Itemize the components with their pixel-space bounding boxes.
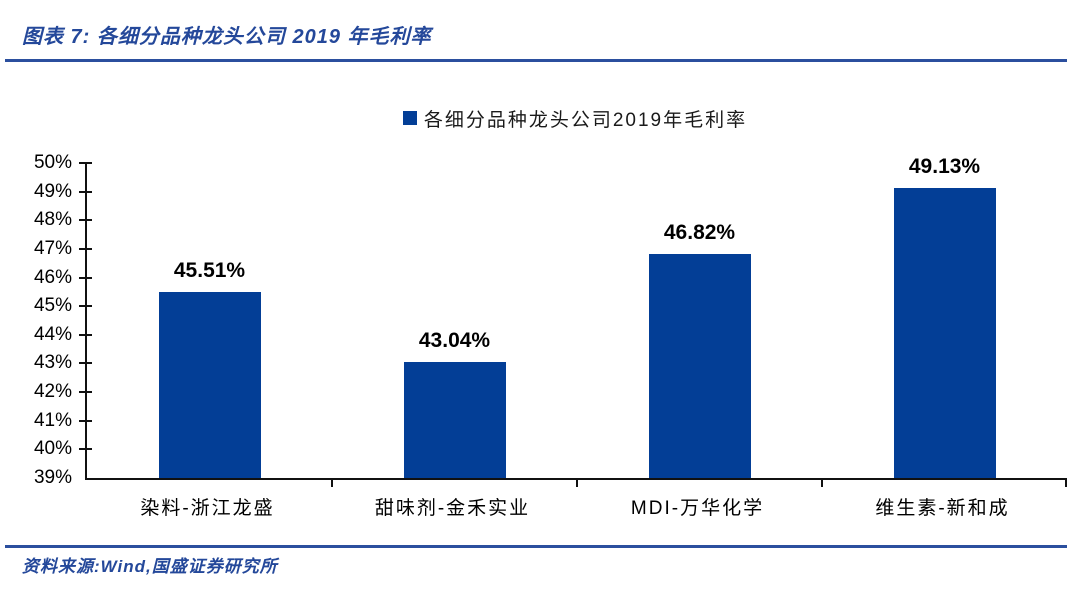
y-tick-label: 44% [33, 323, 72, 345]
legend-swatch-icon [402, 111, 417, 125]
source-note: 资料来源:Wind,国盛证券研究所 [22, 557, 278, 576]
y-tick-mark [79, 305, 92, 308]
y-tick-mark [79, 162, 92, 164]
x-category-label: MDI-万华化学 [630, 498, 765, 519]
bar-value-label: 46.82% [663, 221, 736, 245]
y-tick-mark [79, 333, 92, 336]
x-tick-mark [331, 480, 333, 487]
y-tick-mark [79, 362, 92, 365]
y-tick-label: 48% [33, 209, 72, 231]
y-tick-mark [79, 448, 92, 451]
y-tick-label: 50% [33, 152, 72, 173]
y-tick-label: 41% [33, 409, 72, 431]
x-tick-mark [821, 480, 823, 487]
bar-value-label: 49.13% [908, 154, 981, 178]
y-tick-label: 46% [33, 266, 72, 288]
y-tick-label: 45% [33, 295, 72, 317]
y-tick-mark [79, 276, 92, 279]
legend-label: 各细分品种龙头公司2019年毛利率 [423, 109, 748, 131]
figure-title: 图表 7: 各细分品种龙头公司 2019 年毛利率 [22, 26, 432, 48]
bar [893, 187, 996, 478]
y-tick-mark [79, 419, 92, 422]
x-axis-labels: 染料-浙江龙盛 甜味剂-金禾实业 MDI-万华化学 维生素-新和成 [85, 493, 1065, 519]
title-rule [5, 59, 1067, 62]
bar [158, 291, 261, 478]
x-tick-mark [576, 480, 578, 487]
y-axis-labels: 50% 49% 48% 47% 46% 45% 44% 43% 42% 41% 40% 39% [0, 0, 72, 603]
x-tick-mark [1065, 480, 1067, 487]
source-rule [5, 545, 1067, 548]
y-tick-label: 47% [33, 237, 72, 259]
bar-value-label: 43.04% [418, 329, 491, 353]
y-tick-label: 49% [33, 180, 72, 202]
legend: 各细分品种龙头公司2019年毛利率 [85, 106, 1065, 131]
bar [403, 362, 506, 478]
plot-area: 45.51% 43.04% 46.82% 49.13% [79, 155, 1067, 487]
y-tick-mark [79, 391, 92, 394]
y-tick-label: 42% [33, 381, 72, 403]
y-tick-mark [79, 190, 92, 193]
y-tick-mark [79, 247, 92, 250]
bar-value-label: 45.51% [173, 258, 246, 282]
x-category-label: 甜味剂-金禾实业 [374, 498, 531, 519]
bar [648, 254, 751, 478]
y-tick-label: 43% [33, 352, 72, 374]
y-tick-label: 40% [33, 438, 72, 460]
y-tick-mark [79, 219, 92, 222]
x-category-label: 维生素-新和成 [875, 498, 1010, 519]
x-category-label: 染料-浙江龙盛 [140, 498, 275, 519]
y-tick-label: 39% [33, 467, 72, 488]
